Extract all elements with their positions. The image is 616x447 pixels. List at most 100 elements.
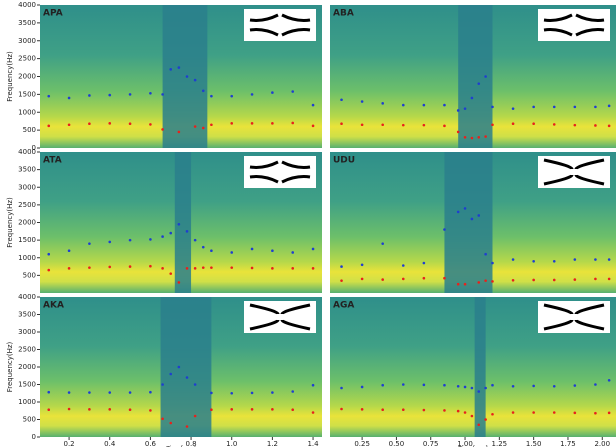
y-tick-label: 3500 xyxy=(18,19,36,27)
panel-title: UDU xyxy=(333,156,355,166)
lip-curve xyxy=(281,175,311,184)
y-tick-label: 0 xyxy=(32,144,36,152)
formant-point xyxy=(532,259,535,263)
x-axis-label: Time[sec] xyxy=(165,446,195,447)
y-tick-label: 3000 xyxy=(18,328,36,336)
lip-curve xyxy=(249,160,279,169)
formant-point xyxy=(381,102,384,105)
formant-point xyxy=(250,391,254,395)
formant-point xyxy=(291,390,295,393)
formant-point xyxy=(470,136,474,140)
formant-point xyxy=(67,407,71,411)
formant-point xyxy=(230,251,234,254)
formant-point xyxy=(401,123,405,127)
y-tick-label: 0 xyxy=(32,433,36,441)
formant-point xyxy=(47,124,51,128)
formant-point xyxy=(88,94,91,97)
formant-point xyxy=(67,267,71,270)
formant-point xyxy=(161,93,164,96)
formant-point xyxy=(491,412,494,416)
lip-curve xyxy=(249,303,280,315)
x-tick-label: 1.4 xyxy=(307,440,319,447)
panel: UDU xyxy=(330,152,616,293)
panel: APA 0 500 1000 1500 2000 2500 3000 3500 4000 Frequ… xyxy=(6,1,322,152)
formant-point xyxy=(477,390,481,393)
formant-point xyxy=(128,391,132,394)
formant-point xyxy=(422,261,426,265)
formant-point xyxy=(463,385,467,389)
formant-point xyxy=(161,267,164,270)
y-tick-label: 1000 xyxy=(18,108,36,116)
formant-point xyxy=(340,386,343,390)
formant-point xyxy=(230,391,234,395)
formant-point xyxy=(484,418,487,421)
formant-point xyxy=(88,391,91,394)
formant-point xyxy=(201,245,205,249)
formant-point xyxy=(470,386,474,390)
formant-point xyxy=(161,417,164,421)
formant-point xyxy=(210,408,213,412)
formant-point xyxy=(88,242,91,245)
y-tick-label: 3500 xyxy=(18,311,36,319)
formant-point xyxy=(463,107,467,110)
y-tick-label: 3000 xyxy=(18,37,36,45)
y-tick-label: 2500 xyxy=(18,201,36,209)
x-tick-label: 1.2 xyxy=(267,440,278,447)
formant-point xyxy=(210,266,213,269)
formant-point xyxy=(47,390,51,394)
y-tick-label: 2000 xyxy=(18,219,36,227)
formant-point xyxy=(484,386,487,390)
formant-point xyxy=(67,249,71,252)
panel: ABA xyxy=(330,5,616,148)
formant-point xyxy=(491,261,494,265)
formant-point xyxy=(169,372,173,376)
formant-point xyxy=(594,105,597,109)
formant-point xyxy=(67,123,71,127)
lip-curve xyxy=(574,158,605,170)
formant-point xyxy=(291,251,295,254)
lip-curve xyxy=(575,13,605,22)
formant-point xyxy=(108,122,112,125)
formant-point xyxy=(210,391,213,395)
formant-point xyxy=(193,383,197,386)
formant-point xyxy=(340,265,343,268)
formant-point xyxy=(573,384,577,387)
formant-point xyxy=(291,90,295,93)
formant-point xyxy=(88,266,91,269)
formant-point xyxy=(311,247,315,251)
y-tick-label: 1500 xyxy=(18,381,36,389)
panel-title: AKA xyxy=(43,301,64,311)
formant-point xyxy=(477,214,481,217)
lip-curve xyxy=(543,13,573,22)
formant-point xyxy=(552,411,556,414)
formant-point xyxy=(484,135,487,138)
lip-curve xyxy=(575,28,605,37)
lip-curve xyxy=(574,174,605,186)
lip-curve xyxy=(249,175,279,184)
formant-point xyxy=(185,376,189,379)
y-tick-label: 2500 xyxy=(18,346,36,354)
formant-point xyxy=(169,272,173,275)
formant-point xyxy=(573,258,577,261)
lip-icon-box xyxy=(538,9,610,41)
formant-point xyxy=(149,92,152,95)
formant-point xyxy=(443,228,446,231)
formant-point xyxy=(271,91,274,94)
formant-point xyxy=(67,391,71,394)
formant-point xyxy=(456,210,460,214)
panel: ATA 500 1000 1500 2000 2500 3000 3500 4000 Freque… xyxy=(6,148,322,293)
formant-point xyxy=(210,123,213,127)
formant-point xyxy=(532,122,535,125)
formant-point xyxy=(360,408,364,411)
formant-point xyxy=(381,278,384,281)
formant-point xyxy=(532,411,535,414)
formant-point xyxy=(201,89,205,93)
formant-point xyxy=(532,384,535,388)
formant-point xyxy=(552,384,556,388)
lip-curve xyxy=(249,28,279,37)
x-tick-label: 1.25 xyxy=(492,440,508,447)
formant-point xyxy=(401,408,405,412)
formant-point xyxy=(185,75,189,78)
lip-curve xyxy=(574,303,605,315)
